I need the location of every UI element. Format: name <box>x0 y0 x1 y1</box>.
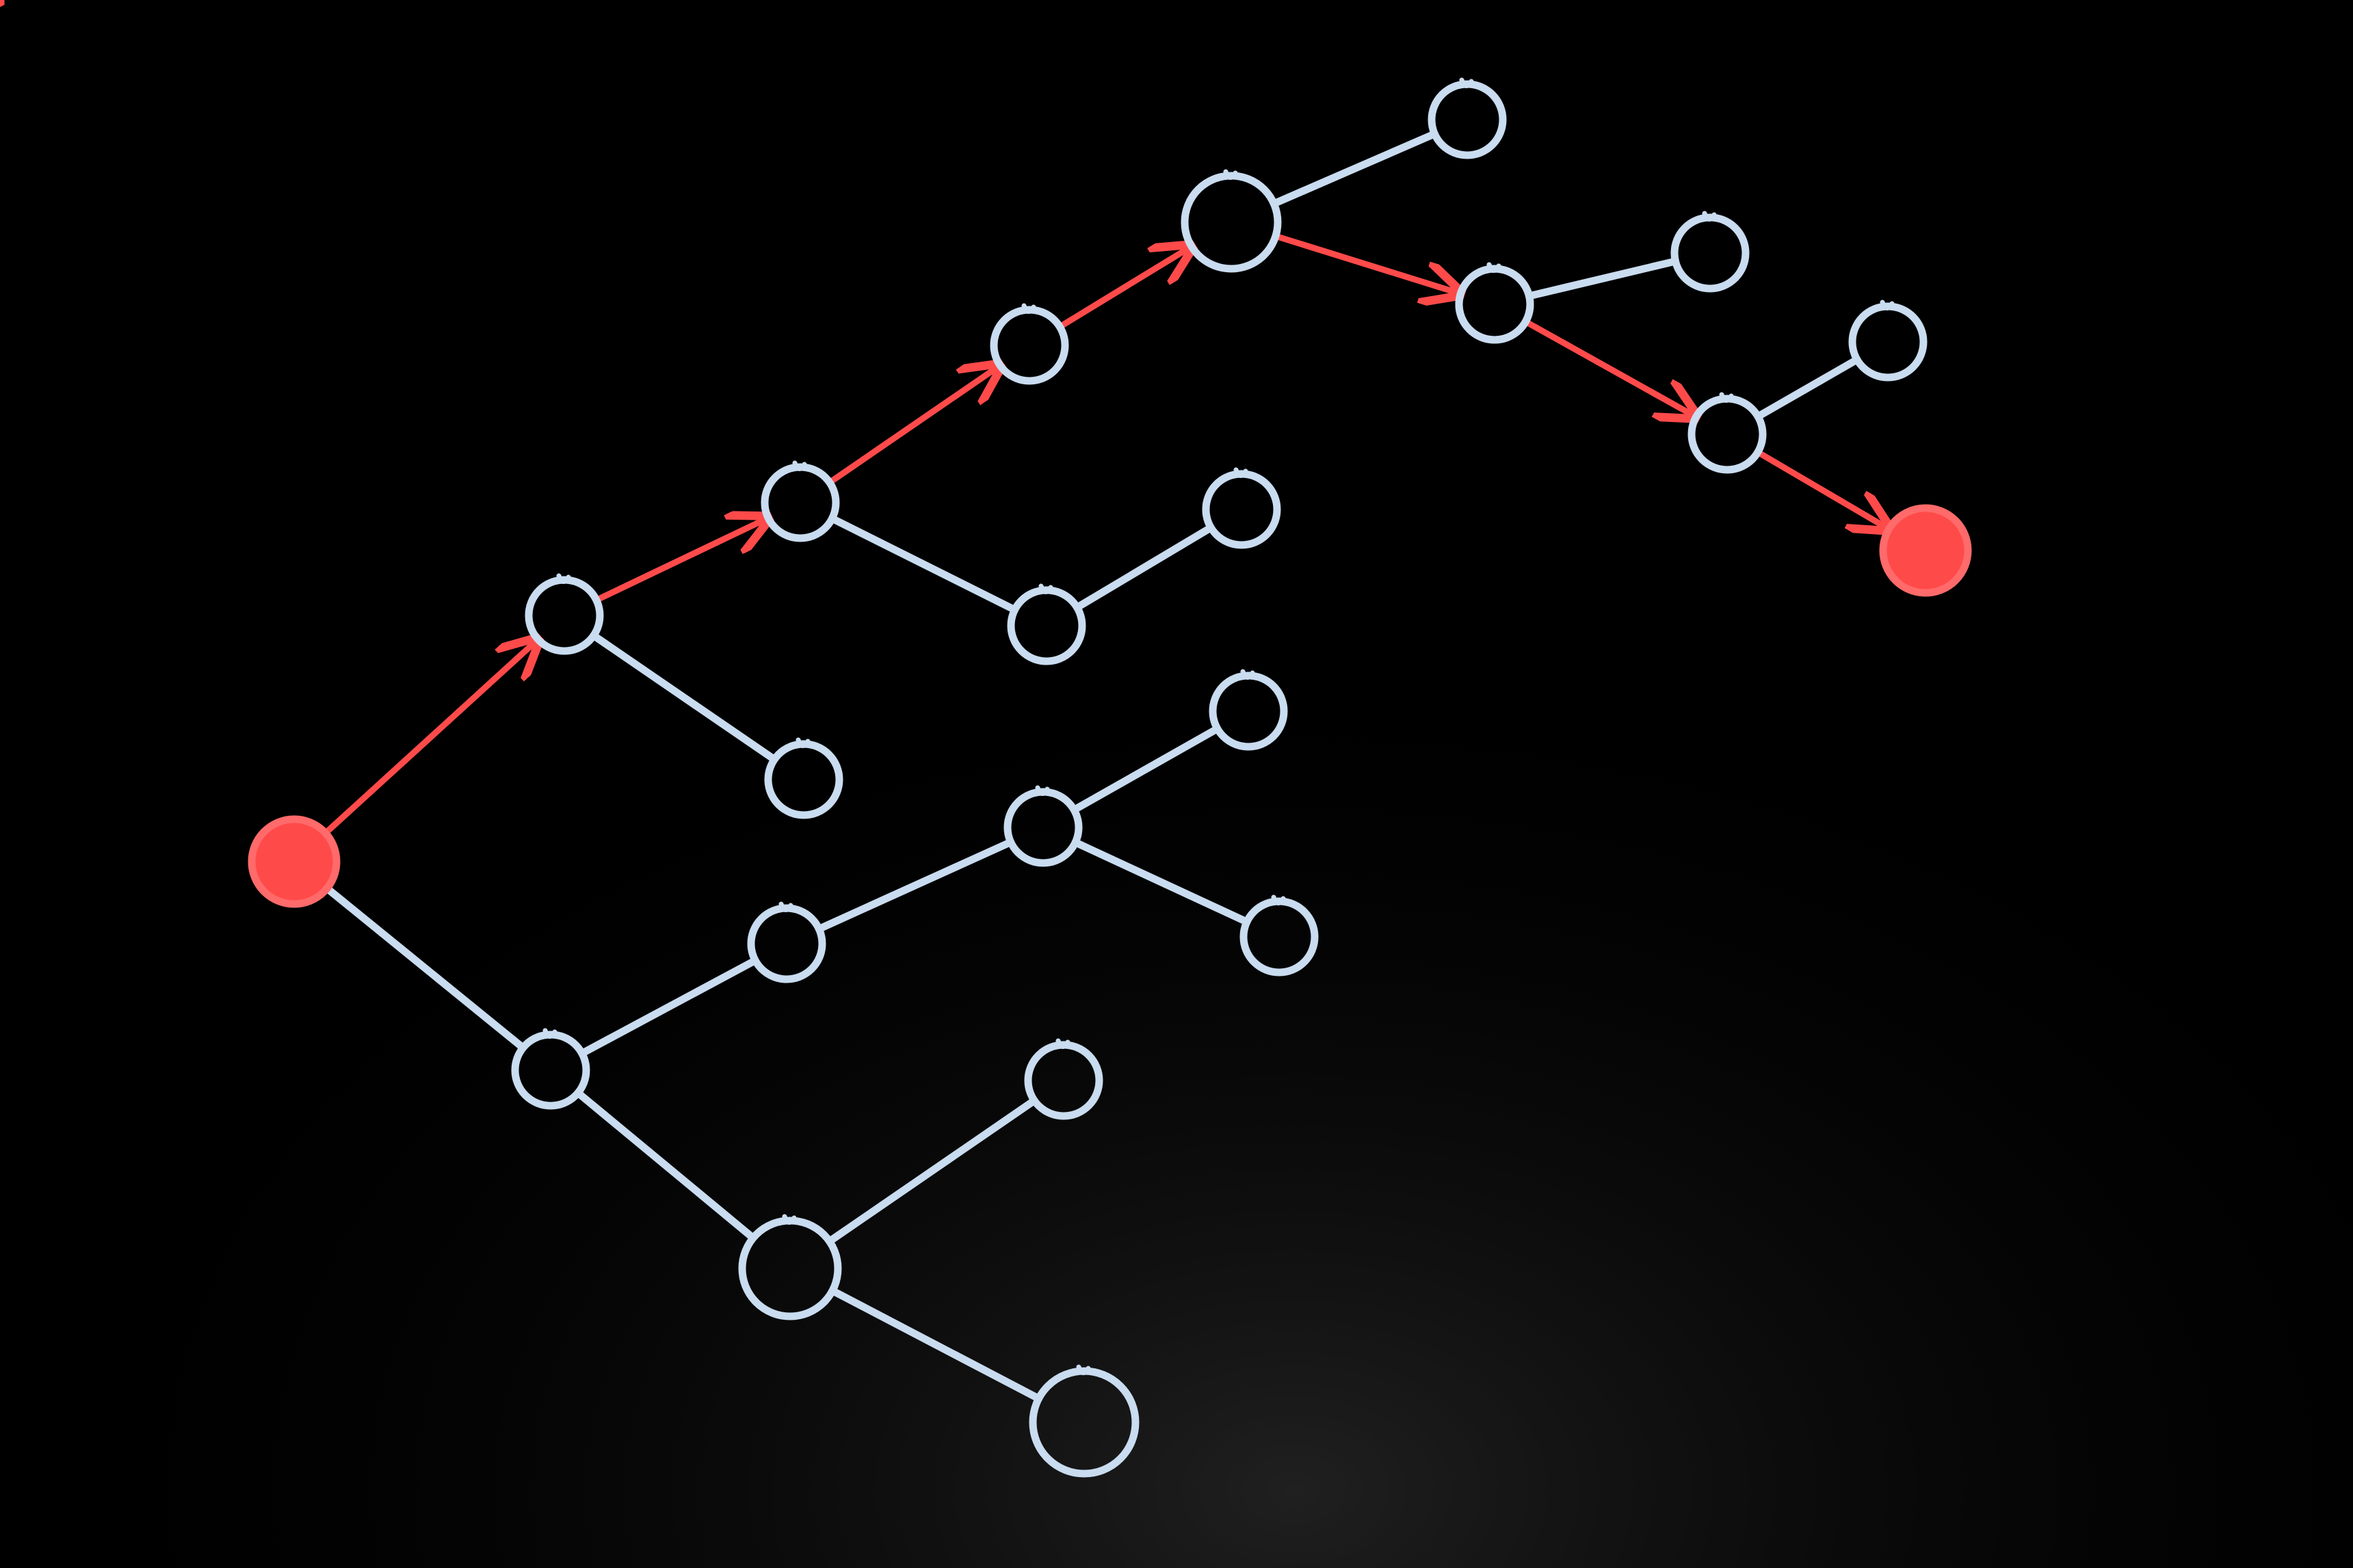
highlighted-path <box>0 0 1889 836</box>
path-arrow-n0-n1 <box>322 639 538 836</box>
edge-n14-n16 <box>828 1286 1043 1403</box>
chalk-stroke-start-mark <box>1233 467 1248 478</box>
edge-n1-n6 <box>590 631 778 764</box>
edge-n11-n12 <box>1070 725 1222 814</box>
chalk-stroke-start-mark <box>1240 669 1255 680</box>
chalk-stroke-start-mark <box>1486 262 1501 273</box>
chalk-stroke-start-mark <box>782 1214 797 1225</box>
start-node <box>248 815 341 908</box>
edge-n9-n10 <box>578 957 759 1057</box>
chalk-stroke-start-mark <box>1702 211 1717 222</box>
graph-edges <box>323 130 1861 1403</box>
chalk-stroke-start-mark <box>556 573 571 584</box>
edge-n19-n23 <box>1754 356 1861 421</box>
chalk-stroke-start-mark <box>778 901 793 912</box>
chalk-stroke-start-mark <box>1719 392 1734 403</box>
chalk-stroke-start-mark <box>1880 300 1895 310</box>
path-arrow-n2-n3 <box>826 365 1000 486</box>
chalk-stroke-start-mark <box>1021 303 1036 314</box>
edge-n9-n14 <box>574 1089 757 1242</box>
path-arrow-n3-n4 <box>1056 246 1192 330</box>
edge-n14-n15 <box>826 1096 1038 1245</box>
edge-n7-n8 <box>1073 524 1215 611</box>
edge-n2-n7 <box>828 514 1018 614</box>
chalk-stroke-start-mark <box>1076 1364 1091 1375</box>
graph-nodes <box>248 77 1972 1478</box>
chalk-stroke-start-mark <box>542 1028 557 1039</box>
chalk-stroke-start-mark <box>1035 785 1050 796</box>
edge-n0-n9 <box>323 884 527 1052</box>
edge-n10-n11 <box>815 838 1015 933</box>
edge-n4-n21 <box>1270 130 1438 208</box>
goal-node <box>1879 504 1972 597</box>
chalk-stroke-start-mark <box>1271 894 1286 905</box>
path-arrow-n17-n19 <box>1522 318 1696 416</box>
path-arrow-n19-n20 <box>1754 449 1889 529</box>
edge-n11-n13 <box>1071 838 1251 926</box>
chalk-stroke-start-mark <box>792 460 807 471</box>
path-arrow-n1-n2 <box>593 518 768 604</box>
path-arrow-n4-n5 <box>1272 232 1460 293</box>
chalk-stroke-start-mark <box>1459 77 1474 88</box>
chalk-stroke-start-mark <box>1055 1038 1070 1049</box>
chalk-stroke-start-mark <box>796 737 811 748</box>
chalk-stroke-start-mark <box>1038 583 1053 594</box>
chalk-stroke-start-mark <box>1223 169 1238 180</box>
edge-n17-n22 <box>1525 257 1679 300</box>
